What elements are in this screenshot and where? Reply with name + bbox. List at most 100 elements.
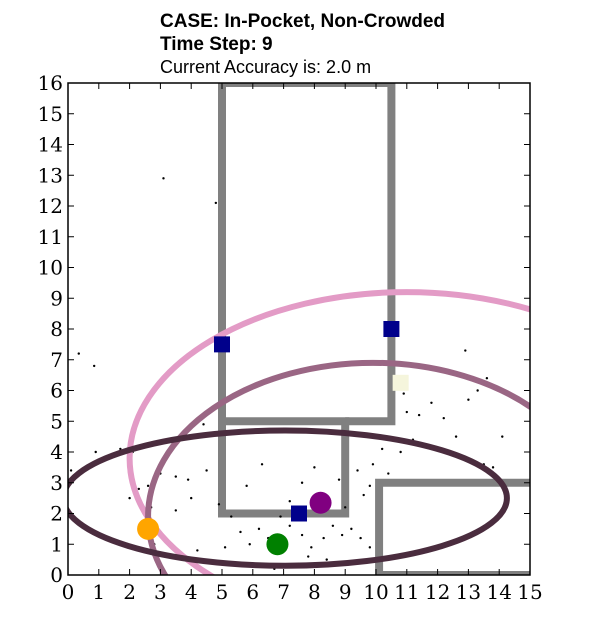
particle-point — [331, 524, 335, 527]
particle-point — [310, 546, 313, 549]
particle-point — [417, 413, 421, 417]
particle-point — [371, 463, 375, 466]
particle-point — [202, 423, 205, 426]
particle-point — [190, 496, 193, 500]
particle-point — [344, 506, 347, 509]
x-tick-label: 7 — [277, 580, 290, 604]
x-tick-label: 12 — [425, 580, 450, 604]
beacon-marker — [392, 374, 409, 391]
y-tick-label: 16 — [38, 71, 63, 95]
x-tick-label: 1 — [92, 580, 105, 604]
particle-point — [94, 450, 97, 454]
y-tick-label: 2 — [50, 502, 63, 526]
beacon-marker — [383, 321, 400, 337]
particle-point — [464, 349, 467, 352]
y-tick-label: 3 — [50, 471, 63, 495]
particle-point — [137, 487, 141, 491]
particle-point — [402, 392, 405, 395]
uncertainty-ellipse-1 — [126, 289, 530, 575]
position-marker — [266, 533, 289, 556]
x-tick-label: 10 — [363, 580, 388, 604]
particle-point — [399, 450, 402, 454]
particle-point — [217, 503, 221, 506]
y-tick-label: 0 — [50, 563, 63, 587]
position-marker — [137, 517, 160, 540]
case-title: CASE: In-Pocket, Non-Crowded — [160, 11, 446, 32]
wall-segment — [375, 478, 530, 575]
uncertainty-ellipse-2 — [145, 359, 530, 575]
x-tick-label: 9 — [339, 580, 352, 604]
y-tick-label: 12 — [38, 194, 63, 218]
y-tick-label: 9 — [50, 286, 63, 310]
particle-point — [356, 469, 359, 472]
particle-point — [380, 447, 384, 451]
particle-point — [214, 201, 218, 205]
particle-point — [313, 466, 316, 469]
particle-point — [368, 546, 372, 549]
particle-point — [288, 500, 291, 503]
uncertainty-ellipse-3 — [68, 427, 510, 569]
position-marker — [309, 491, 332, 514]
particle-point — [405, 410, 408, 414]
particle-point — [239, 530, 242, 534]
particle-point — [307, 555, 310, 558]
particle-point — [174, 475, 177, 478]
particle-point — [322, 536, 325, 540]
particle-point — [476, 389, 479, 392]
particle-point — [186, 478, 190, 481]
y-tick-label: 4 — [50, 440, 63, 464]
particle-point — [196, 549, 199, 552]
particle-point — [442, 416, 445, 420]
particle-point — [485, 377, 489, 380]
particle-point — [362, 493, 365, 497]
y-tick-label: 15 — [38, 102, 63, 126]
y-tick-label: 6 — [50, 379, 63, 403]
y-tick-label: 8 — [50, 317, 63, 341]
x-tick-label: 14 — [486, 580, 511, 604]
particle-point — [430, 401, 433, 404]
accuracy-subtitle: Current Accuracy is: 2.0 m — [160, 57, 372, 77]
beacon-marker — [214, 336, 230, 353]
particle-point — [279, 515, 282, 518]
y-tick-label: 11 — [38, 225, 63, 249]
y-tick-label: 7 — [50, 348, 63, 372]
wall-segment — [218, 83, 350, 518]
beacon-marker — [291, 505, 307, 522]
particle-point — [128, 496, 131, 500]
particle-point — [337, 478, 341, 481]
particle-point — [223, 546, 227, 549]
particle-point — [146, 484, 150, 488]
chart-titles: CASE: In-Pocket, Non-Crowded Time Step: … — [160, 10, 445, 78]
particle-point — [350, 527, 353, 531]
particle-point — [501, 435, 504, 438]
particle-point — [288, 524, 291, 527]
x-tick-label: 4 — [185, 580, 198, 604]
y-tick-label: 1 — [50, 532, 63, 556]
x-tick-label: 3 — [154, 580, 167, 604]
x-tick-label: 0 — [62, 580, 75, 604]
y-tick-label: 5 — [50, 409, 63, 433]
wall-segment — [222, 83, 396, 426]
x-tick-label: 11 — [394, 580, 419, 604]
particle-point — [368, 484, 372, 488]
particle-point — [77, 352, 80, 355]
particle-point — [300, 533, 304, 537]
x-tick-label: 2 — [123, 580, 136, 604]
particle-point — [300, 481, 304, 484]
y-tick-label: 13 — [38, 163, 63, 187]
particle-point — [467, 398, 470, 401]
time-step-title: Time Step: 9 — [160, 34, 273, 55]
particle-point — [162, 177, 165, 180]
particle-point — [491, 466, 495, 469]
x-tick-label: 13 — [456, 580, 481, 604]
particle-point — [92, 364, 96, 368]
particle-point — [230, 515, 233, 518]
x-tick-label: 6 — [246, 580, 259, 604]
x-tick-label: 5 — [216, 580, 229, 604]
particle-point — [205, 469, 208, 472]
particle-point — [248, 543, 251, 546]
particle-point — [359, 536, 362, 540]
y-tick-label: 14 — [38, 133, 63, 157]
particle-point — [260, 463, 264, 466]
